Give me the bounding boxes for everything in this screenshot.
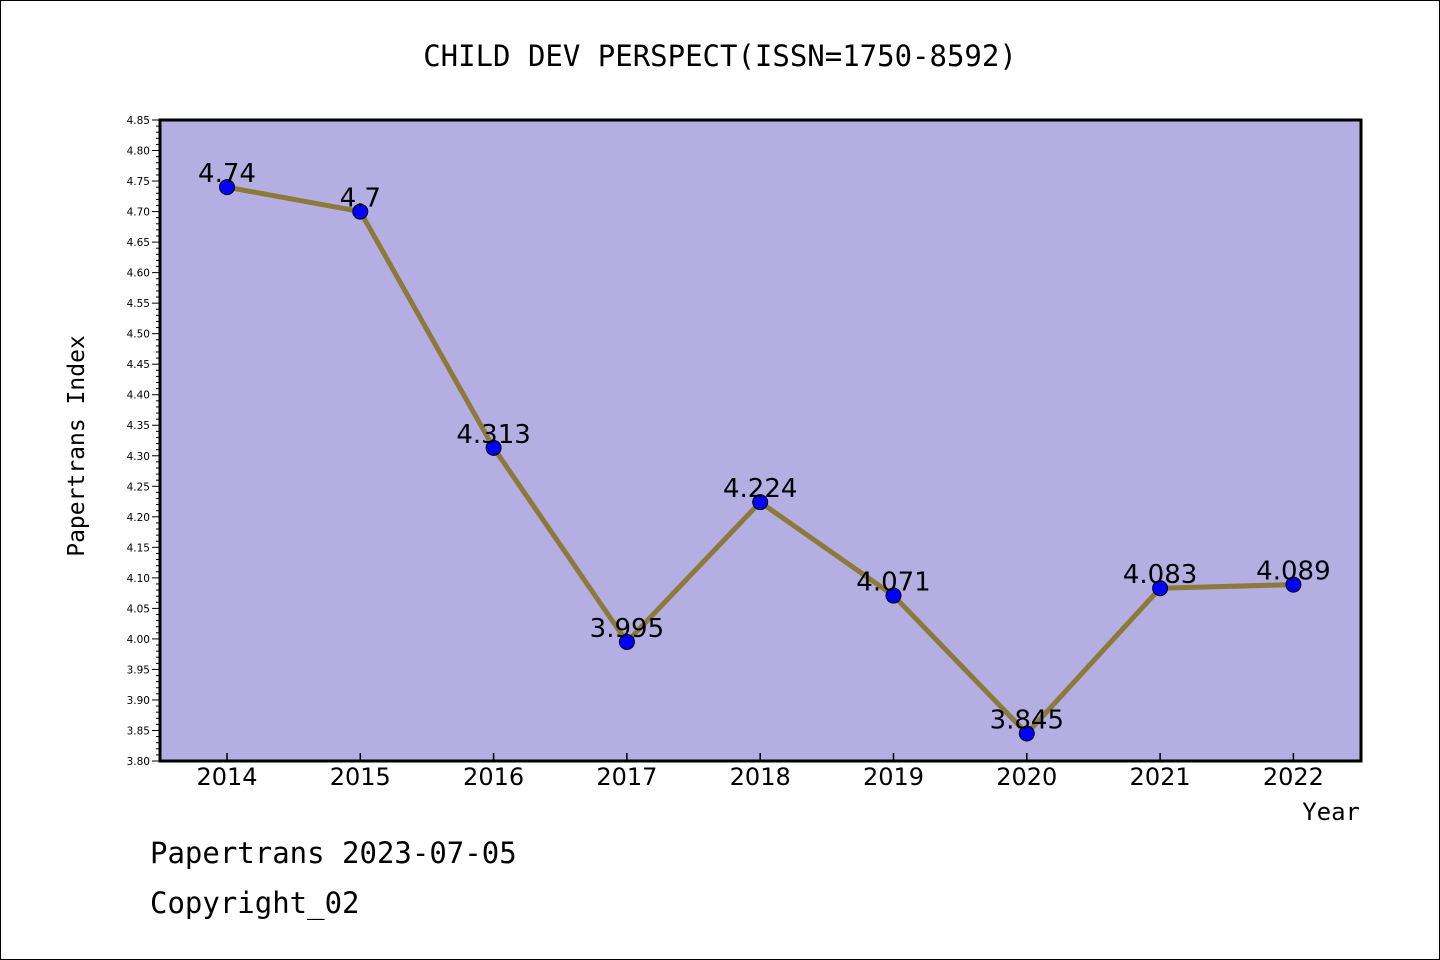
y-tick-label: 4.00 bbox=[127, 634, 150, 646]
x-axis-label: Year bbox=[1302, 798, 1360, 826]
data-label: 4.089 bbox=[1256, 557, 1330, 587]
y-tick-label: 4.80 bbox=[127, 146, 150, 158]
data-label: 4.083 bbox=[1123, 560, 1197, 590]
data-point bbox=[219, 179, 235, 196]
data-point bbox=[752, 494, 769, 511]
y-tick-label: 4.10 bbox=[127, 573, 150, 585]
x-tick-label: 2021 bbox=[1130, 763, 1191, 791]
y-tick-label: 3.85 bbox=[127, 725, 150, 737]
data-label: 4.224 bbox=[723, 474, 797, 504]
y-tick-label: 4.15 bbox=[127, 542, 150, 554]
y-tick-label: 4.70 bbox=[127, 207, 150, 219]
x-tick-label: 2022 bbox=[1263, 763, 1324, 791]
data-label: 3.995 bbox=[590, 614, 664, 644]
data-labels: 4.74 4.7 4.313 3.995 4.224 4.071 3.845 4.083 4.0… bbox=[198, 159, 1331, 735]
y-tick-label: 4.55 bbox=[127, 298, 150, 310]
y-tick-label: 4.05 bbox=[127, 603, 150, 615]
y-tick-label: 4.45 bbox=[127, 359, 150, 371]
y-tick-label: 4.40 bbox=[127, 390, 150, 402]
data-label: 3.845 bbox=[990, 706, 1064, 736]
y-tick-label: 3.80 bbox=[127, 756, 150, 768]
footer-date-line: Papertrans 2023-07-05 bbox=[150, 836, 517, 870]
data-point bbox=[1285, 576, 1302, 593]
x-axis: 2014 2015 2016 2017 2018 2019 2020 2021 2022 bbox=[196, 753, 1324, 791]
y-tick-label: 4.75 bbox=[127, 176, 150, 188]
data-point bbox=[485, 439, 502, 456]
chart-title: CHILD DEV PERSPECT(ISSN=1750-8592) bbox=[423, 39, 1017, 73]
data-point bbox=[885, 587, 902, 604]
footer-copyright: Copyright_02 bbox=[150, 886, 360, 920]
y-tick-label: 4.25 bbox=[127, 481, 150, 493]
plot-area bbox=[158, 118, 1363, 763]
y-tick-label: 4.85 bbox=[127, 115, 150, 127]
y-axis: 3.80 3.85 3.90 3.95 4.00 4.05 4.10 4.15 4.20 4.25… bbox=[127, 115, 160, 768]
x-tick-label: 2020 bbox=[996, 763, 1057, 791]
y-tick-label: 3.90 bbox=[127, 695, 150, 707]
data-label: 4.071 bbox=[856, 568, 930, 598]
data-label: 4.313 bbox=[456, 420, 530, 450]
y-tick-label: 4.60 bbox=[127, 268, 150, 280]
data-point bbox=[618, 633, 635, 650]
data-label: 4.7 bbox=[340, 184, 381, 214]
x-tick-label: 2017 bbox=[596, 763, 657, 791]
data-point bbox=[1152, 580, 1169, 597]
x-tick-label: 2018 bbox=[730, 763, 791, 791]
y-tick-label: 4.20 bbox=[127, 512, 150, 524]
x-tick-label: 2019 bbox=[863, 763, 924, 791]
x-tick-label: 2016 bbox=[463, 763, 524, 791]
y-tick-label: 4.50 bbox=[127, 329, 150, 341]
data-label: 4.74 bbox=[198, 159, 256, 189]
y-tick-label: 4.35 bbox=[127, 420, 150, 432]
series bbox=[219, 179, 1302, 742]
y-tick-label: 4.30 bbox=[127, 451, 150, 463]
x-tick-label: 2014 bbox=[196, 763, 257, 791]
y-axis-label: Papertrans Index bbox=[64, 335, 90, 557]
x-tick-label: 2015 bbox=[330, 763, 391, 791]
data-point bbox=[352, 203, 369, 220]
y-tick-label: 4.65 bbox=[127, 237, 150, 249]
data-point bbox=[1018, 725, 1035, 742]
y-tick-label: 3.95 bbox=[127, 664, 150, 676]
